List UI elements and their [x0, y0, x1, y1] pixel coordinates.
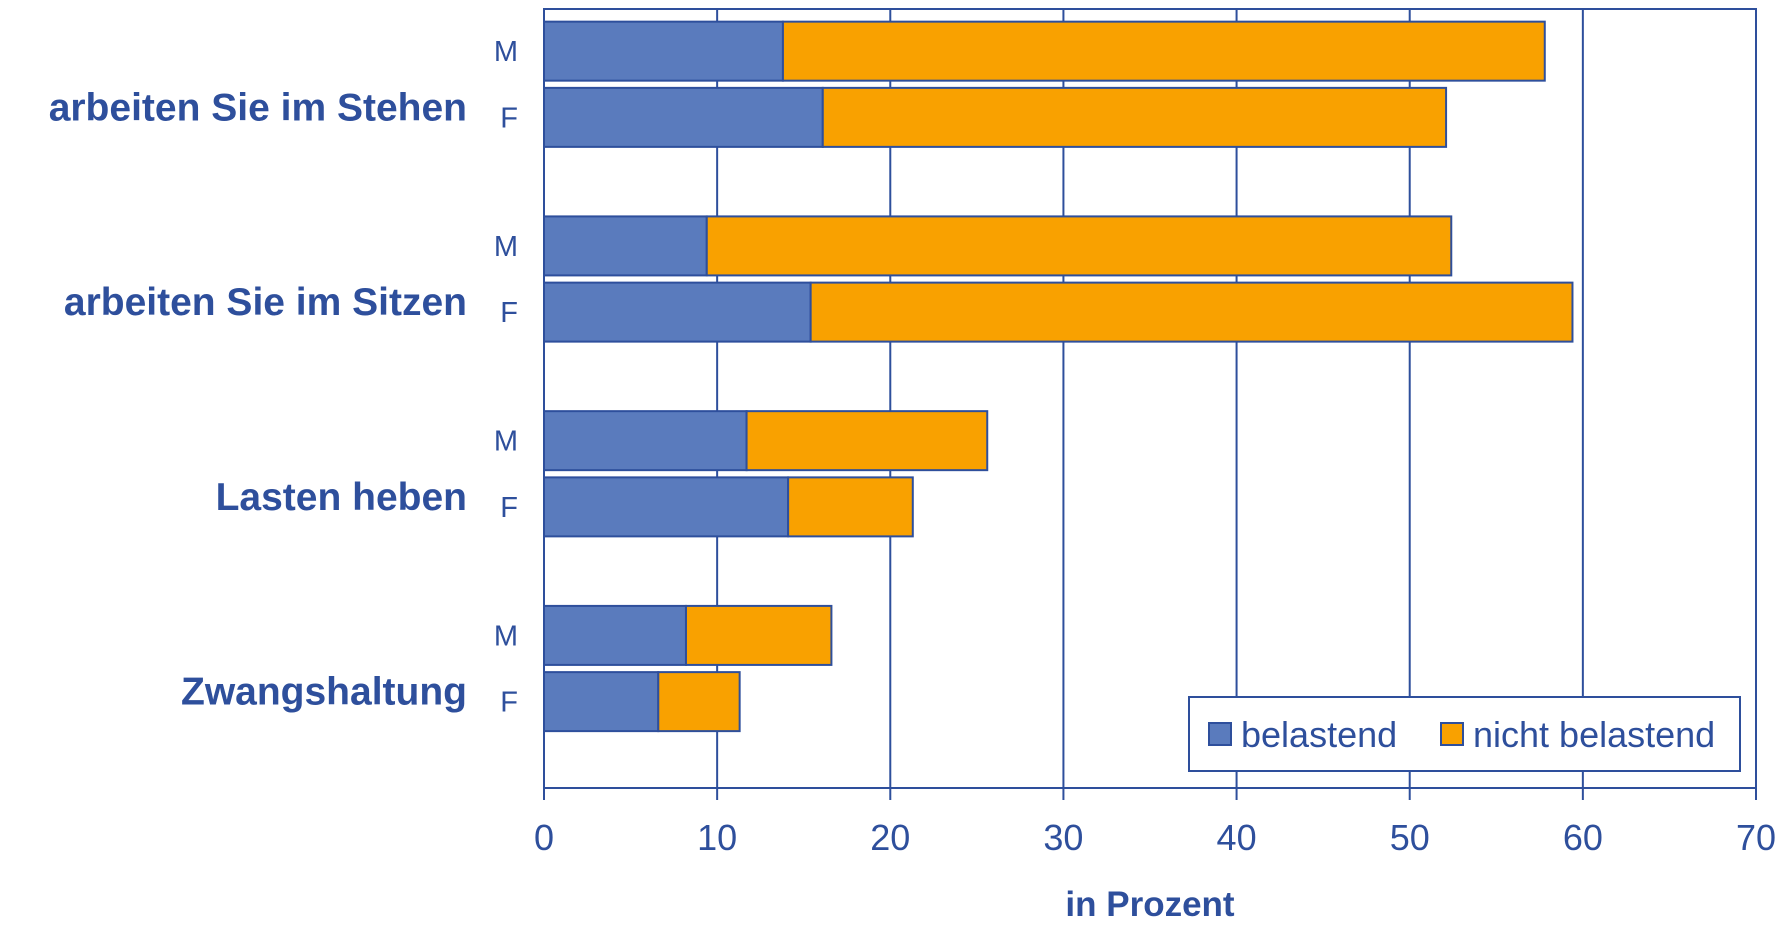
- category-label: Lasten heben: [216, 476, 467, 519]
- x-tick-label: 0: [534, 817, 554, 858]
- bar-sub-label: F: [500, 102, 518, 134]
- bar-marks: [543, 20, 1574, 733]
- bar-segment: [543, 86, 824, 148]
- x-axis-title: in Prozent: [1065, 885, 1235, 924]
- legend-label: belastend: [1241, 714, 1397, 755]
- category-label: arbeiten Sie im Stehen: [49, 86, 467, 129]
- x-axis-ticks: 0 10 20 30 40 50 60 70: [534, 788, 1776, 858]
- bar-sub-label: F: [500, 492, 518, 524]
- bar-segment: [705, 215, 1453, 277]
- legend-label: nicht belastend: [1473, 714, 1715, 755]
- legend-swatch: [1440, 722, 1464, 746]
- bar-sub-label: M: [494, 36, 518, 68]
- legend-swatch: [1208, 722, 1232, 746]
- legend: belastend nicht belastend: [1188, 696, 1741, 772]
- x-tick-label: 20: [870, 817, 910, 858]
- legend-box: [1188, 696, 1741, 772]
- bar-sub-label: M: [494, 231, 518, 263]
- bar-segment: [543, 215, 708, 277]
- bar-segment: [543, 20, 784, 82]
- bar-segment: [543, 281, 812, 343]
- bar-segment: [543, 671, 660, 733]
- bar-sub-label: F: [500, 297, 518, 329]
- bar-sub-label: M: [494, 620, 518, 652]
- bar-segment: [543, 476, 790, 538]
- bar-segment: [787, 476, 914, 538]
- bar-segment: [657, 671, 741, 733]
- plot-frame: [543, 8, 1757, 789]
- bar-segment: [781, 20, 1546, 82]
- category-label: arbeiten Sie im Sitzen: [64, 281, 467, 324]
- bar-segment: [821, 86, 1448, 148]
- x-tick-label: 10: [697, 817, 737, 858]
- bar-segment: [745, 410, 989, 472]
- bar-segment: [543, 410, 748, 472]
- bar-segment: [543, 604, 687, 666]
- x-tick-label: 50: [1390, 817, 1430, 858]
- x-tick-label: 60: [1563, 817, 1603, 858]
- bar-sub-label: F: [500, 687, 518, 719]
- x-tick-label: 30: [1043, 817, 1083, 858]
- category-label: Zwangshaltung: [181, 671, 467, 714]
- bar-segment: [809, 281, 1574, 343]
- x-tick-label: 70: [1736, 817, 1776, 858]
- bar-sub-label: M: [494, 426, 518, 458]
- bar-segment: [684, 604, 833, 666]
- x-tick-label: 40: [1217, 817, 1257, 858]
